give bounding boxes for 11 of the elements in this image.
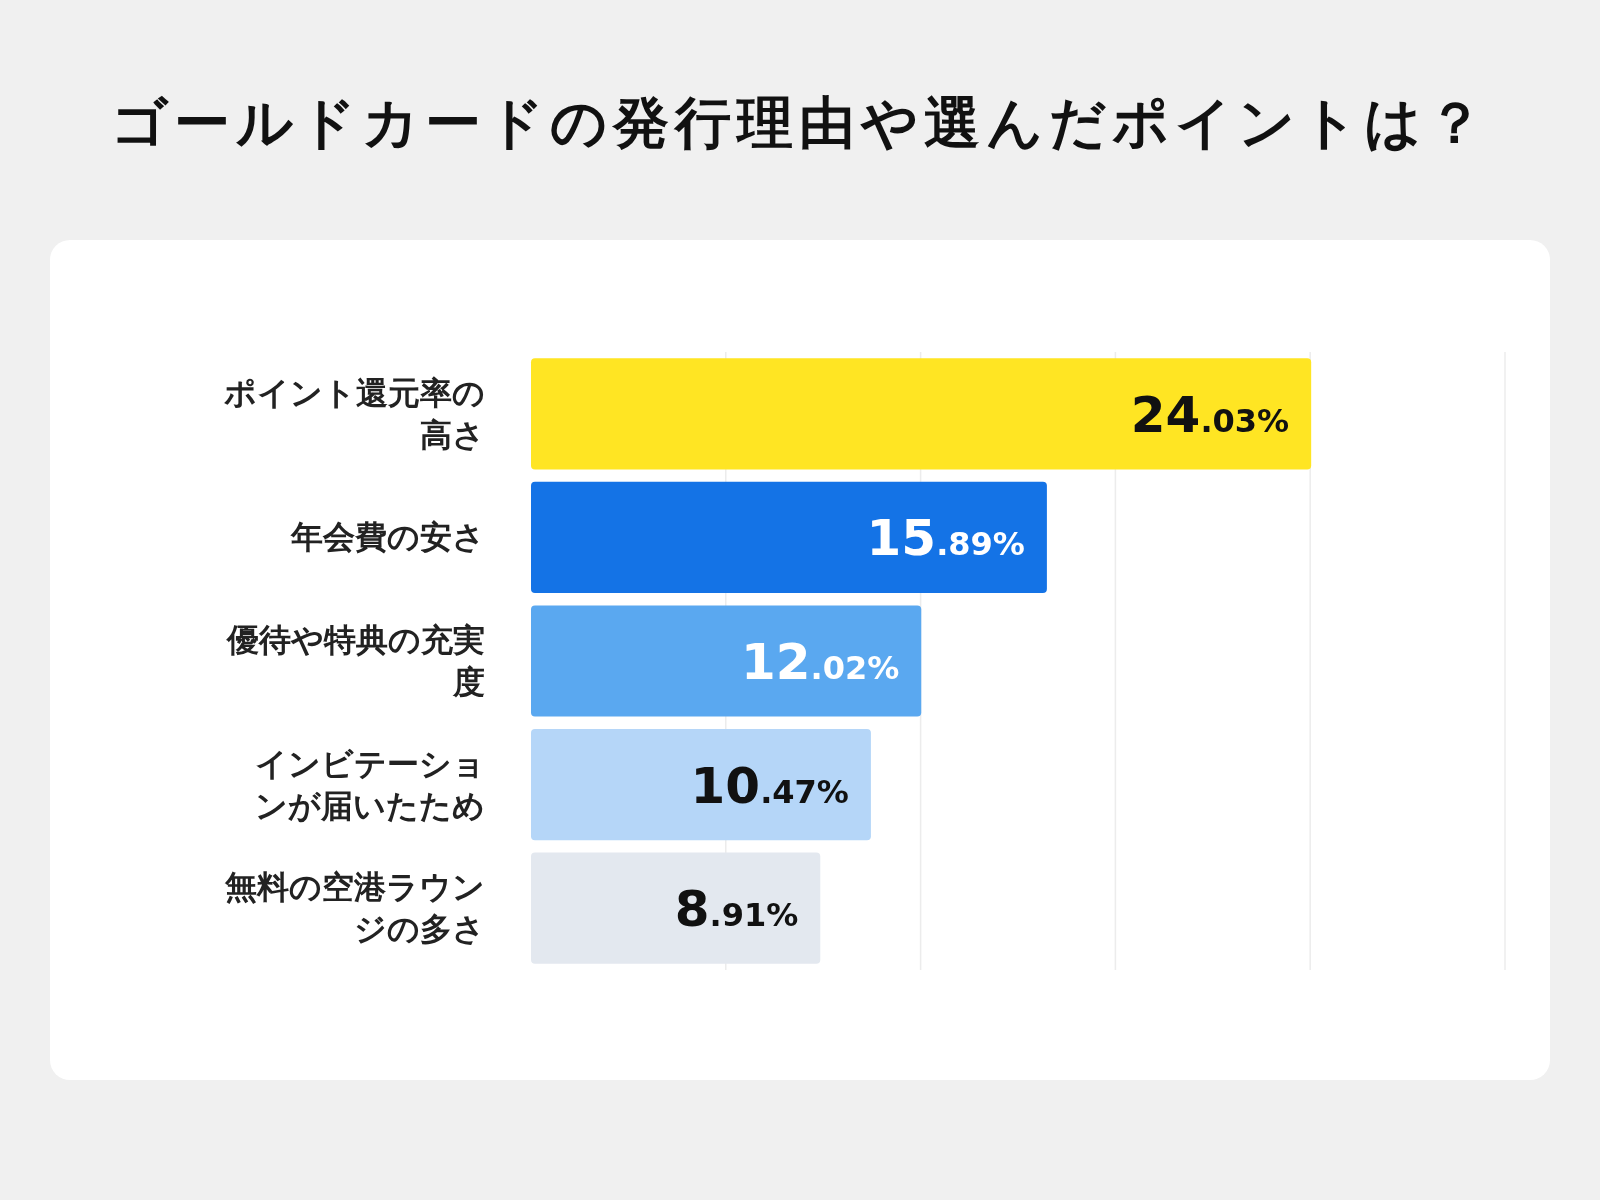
category-label: 優待や特典の充実度	[225, 620, 485, 703]
category-label: 無料の空港ラウンジの多さ	[224, 867, 485, 951]
title: ゴールドカードの発行理由や選んだポイントは？	[111, 90, 1489, 155]
data-label: 8.91%	[674, 880, 799, 939]
data-label: 15.89%	[866, 509, 1025, 568]
data-label: 12.02%	[740, 633, 900, 691]
data-label: 24.03%	[1130, 385, 1290, 444]
data-label: 10.47%	[690, 756, 849, 815]
category-label: インビテーションが届いたため	[254, 743, 485, 827]
category-label: 年会費の安さ	[289, 517, 485, 559]
category-label: ポイント還元率の高さ	[223, 372, 485, 456]
